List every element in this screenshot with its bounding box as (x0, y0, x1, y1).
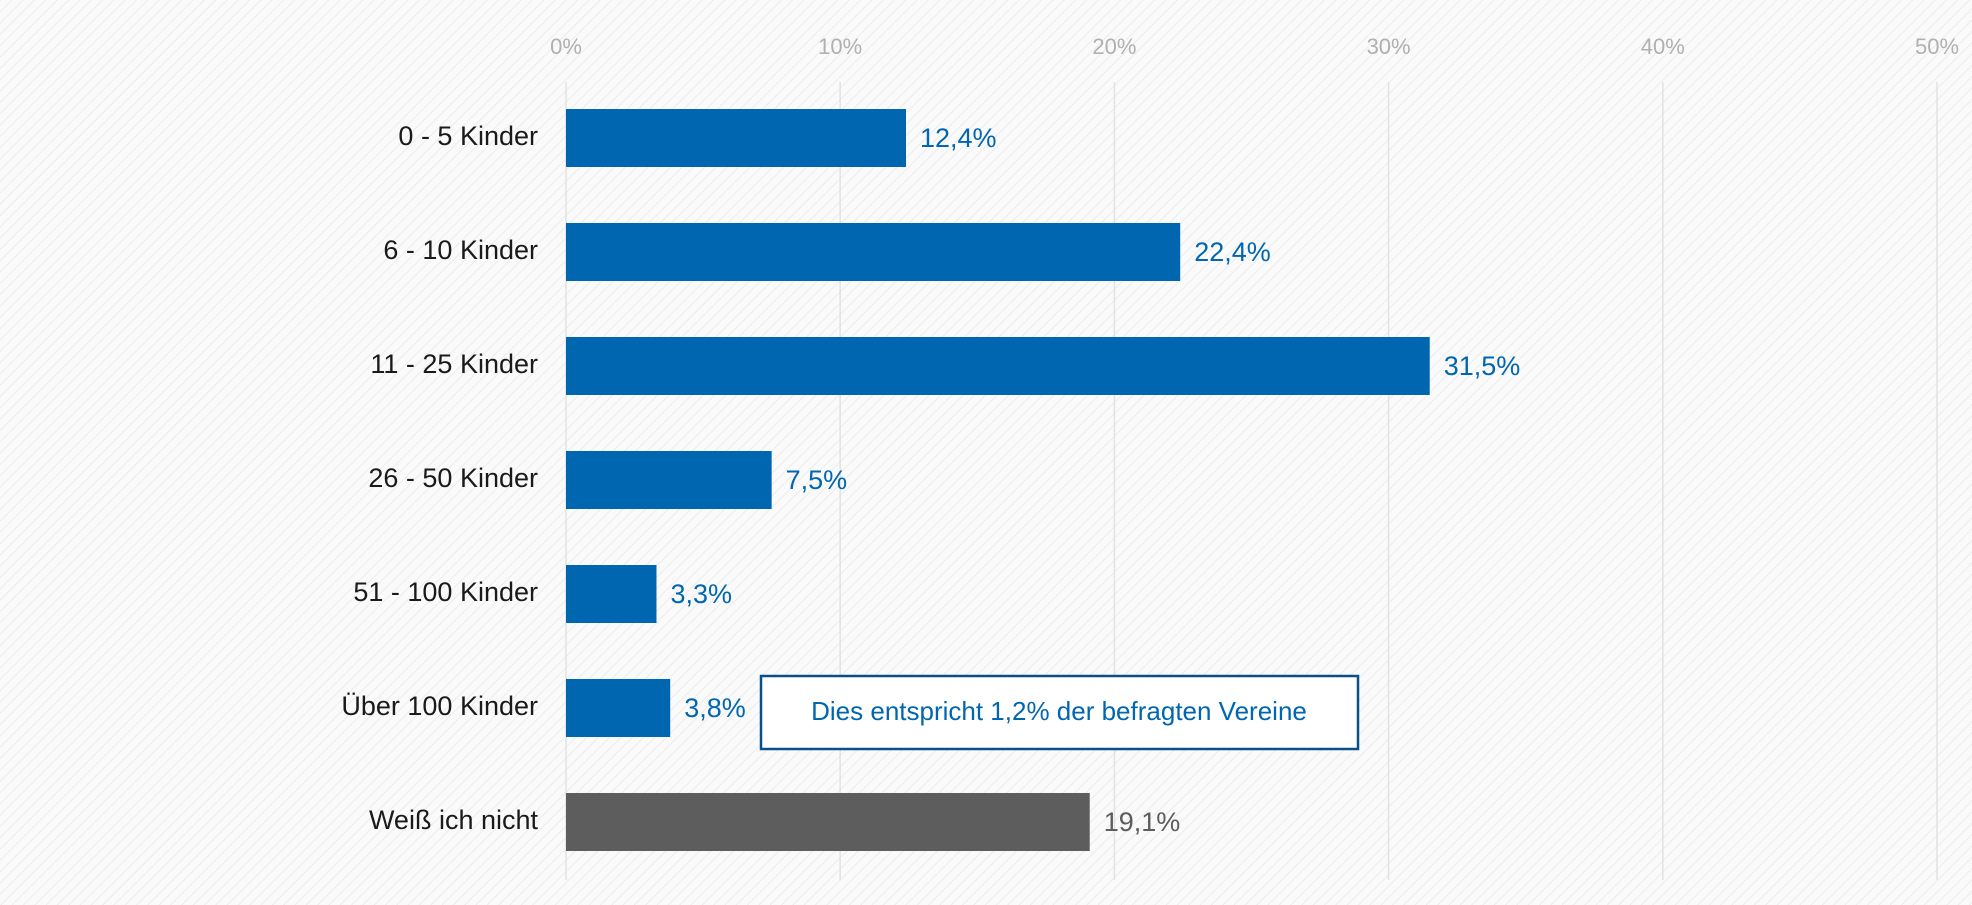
value-label: 31,5% (1444, 351, 1521, 381)
x-tick-label: 30% (1367, 34, 1411, 59)
annotation-box (759, 674, 1360, 751)
bar (566, 451, 772, 509)
bar (566, 337, 1430, 395)
value-label: 7,5% (786, 465, 848, 495)
x-tick-label: 0% (550, 34, 582, 59)
bar (566, 109, 907, 167)
value-label: 3,3% (670, 579, 732, 609)
bar (566, 679, 671, 737)
x-tick-label: 10% (818, 34, 862, 59)
category-label: Über 100 Kinder (341, 691, 538, 721)
x-tick-label: 40% (1641, 34, 1685, 59)
value-label: 22,4% (1194, 237, 1271, 267)
bar (566, 565, 657, 623)
category-label: 26 - 50 Kinder (368, 463, 538, 493)
bar (566, 223, 1181, 281)
value-label: 3,8% (684, 693, 746, 723)
x-tick-label: 50% (1915, 34, 1959, 59)
category-label: 6 - 10 Kinder (383, 235, 538, 265)
bar (566, 793, 1090, 851)
annotation: Dies entspricht 1,2% der befragten Verei… (811, 696, 1307, 726)
category-label: Weiß ich nicht (369, 805, 539, 835)
category-label: 11 - 25 Kinder (370, 349, 538, 379)
value-label: 12,4% (920, 123, 997, 153)
value-label: 19,1% (1104, 807, 1181, 837)
category-label: 51 - 100 Kinder (353, 577, 538, 607)
x-tick-label: 20% (1092, 34, 1136, 59)
category-label: 0 - 5 Kinder (398, 121, 538, 151)
